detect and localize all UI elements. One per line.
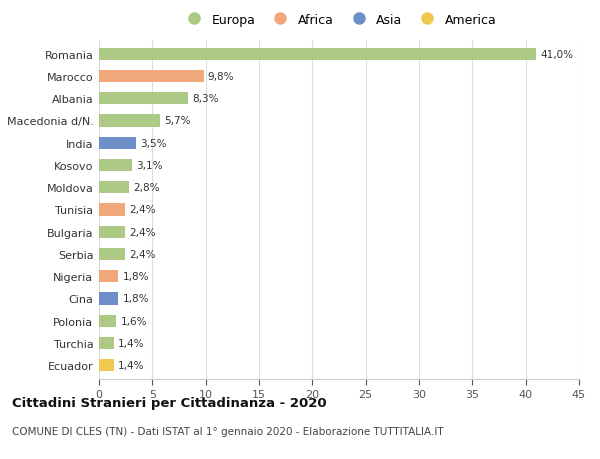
Bar <box>99 49 536 61</box>
Bar <box>99 159 132 172</box>
Text: 1,4%: 1,4% <box>118 338 145 348</box>
Bar <box>99 182 129 194</box>
Text: 2,4%: 2,4% <box>129 227 155 237</box>
Bar <box>99 359 114 371</box>
Legend: Europa, Africa, Asia, America: Europa, Africa, Asia, America <box>176 9 502 32</box>
Text: 2,4%: 2,4% <box>129 205 155 215</box>
Text: 41,0%: 41,0% <box>541 50 574 60</box>
Text: COMUNE DI CLES (TN) - Dati ISTAT al 1° gennaio 2020 - Elaborazione TUTTITALIA.IT: COMUNE DI CLES (TN) - Dati ISTAT al 1° g… <box>12 426 443 436</box>
Text: 2,8%: 2,8% <box>133 183 160 193</box>
Bar <box>99 248 125 261</box>
Bar <box>99 226 125 238</box>
Text: 1,8%: 1,8% <box>122 272 149 281</box>
Bar <box>99 315 116 327</box>
Bar <box>99 337 114 349</box>
Text: 5,7%: 5,7% <box>164 116 191 126</box>
Text: 3,1%: 3,1% <box>136 161 163 171</box>
Bar <box>99 204 125 216</box>
Bar <box>99 71 203 83</box>
Bar <box>99 137 136 150</box>
Bar <box>99 293 118 305</box>
Text: 1,4%: 1,4% <box>118 360 145 370</box>
Bar <box>99 115 160 127</box>
Text: 8,3%: 8,3% <box>192 94 218 104</box>
Text: 1,8%: 1,8% <box>122 294 149 304</box>
Text: 2,4%: 2,4% <box>129 249 155 259</box>
Bar <box>99 270 118 283</box>
Text: 3,5%: 3,5% <box>140 139 167 148</box>
Text: 9,8%: 9,8% <box>208 72 235 82</box>
Text: Cittadini Stranieri per Cittadinanza - 2020: Cittadini Stranieri per Cittadinanza - 2… <box>12 396 326 409</box>
Text: 1,6%: 1,6% <box>121 316 147 326</box>
Bar <box>99 93 188 105</box>
